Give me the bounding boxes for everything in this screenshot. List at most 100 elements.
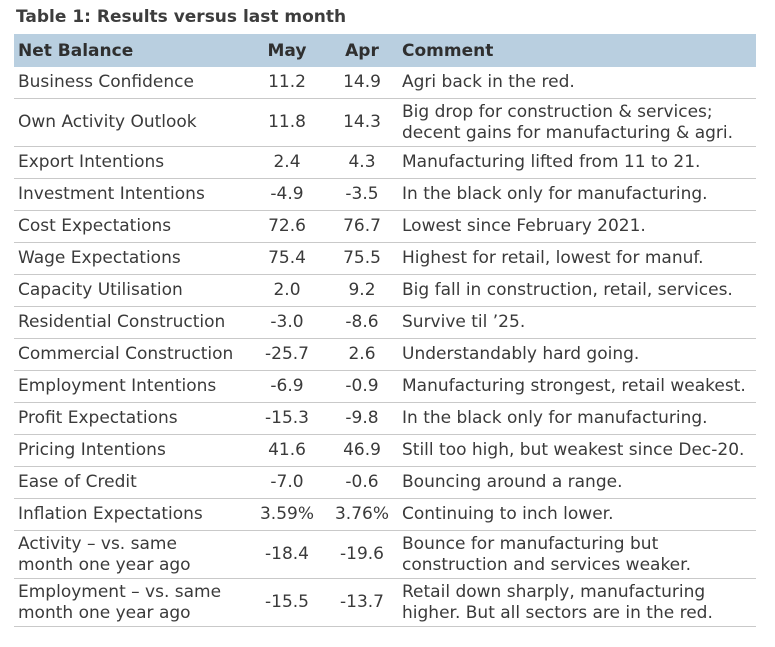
- comment-line: decent gains for manufacturing & agri.: [402, 122, 734, 143]
- row-label: Residential Construction: [14, 306, 250, 339]
- apr-value: -0.9: [324, 370, 400, 403]
- comment-line: Lowest since February 2021.: [402, 216, 646, 236]
- comment-line: Continuing to inch lower.: [402, 504, 614, 524]
- apr-value: 14.3: [324, 98, 400, 147]
- comment-line: Still too high, but weakest since Dec-20…: [402, 440, 745, 460]
- apr-value: 76.7: [324, 210, 400, 243]
- row-label-line: Business Confidence: [18, 72, 194, 92]
- row-label-line: Ease of Credit: [18, 472, 137, 492]
- row-label: Export Intentions: [14, 146, 250, 179]
- comment-line: Big drop for construction & services;: [402, 101, 713, 122]
- row-label-line: month one year ago: [18, 602, 191, 623]
- may-value: 3.59%: [250, 498, 324, 531]
- comment-line: construction and services weaker.: [402, 554, 691, 575]
- comment-line: In the black only for manufacturing.: [402, 408, 708, 428]
- results-table: Net Balance May Apr Comment Business Con…: [14, 34, 756, 627]
- table-row: Employment Intentions -6.9 -0.9 Manufacturi…: [14, 370, 756, 403]
- may-value: 2.0: [250, 274, 324, 307]
- comment: Bounce for manufacturing but construction…: [400, 530, 756, 579]
- may-value: -6.9: [250, 370, 324, 403]
- table-body: Business Confidence 11.2 14.9 Agri back in …: [14, 67, 756, 627]
- row-label-line: Wage Expectations: [18, 248, 181, 268]
- comment-line: Survive til ’25.: [402, 312, 526, 332]
- table-row: Investment Intentions -4.9 -3.5 In the blac…: [14, 178, 756, 211]
- header-comment: Comment: [400, 34, 756, 67]
- may-value: 11.8: [250, 98, 324, 147]
- row-label-line: Residential Construction: [18, 312, 226, 332]
- table-title: Table 1: Results versus last month: [16, 7, 347, 27]
- comment-line: In the black only for manufacturing.: [402, 184, 708, 204]
- row-label: Wage Expectations: [14, 242, 250, 275]
- apr-value: -19.6: [324, 530, 400, 579]
- row-label-line: Investment Intentions: [18, 184, 205, 204]
- comment-line: Understandably hard going.: [402, 344, 640, 364]
- comment: Big drop for construction & services; dec…: [400, 98, 756, 147]
- comment: Understandably hard going.: [400, 338, 756, 371]
- may-value: 75.4: [250, 242, 324, 275]
- comment: Retail down sharply, manufacturing higher…: [400, 578, 756, 627]
- comment: Lowest since February 2021.: [400, 210, 756, 243]
- row-label: Employment Intentions: [14, 370, 250, 403]
- table-row: Export Intentions 2.4 4.3 Manufacturing lif…: [14, 146, 756, 179]
- comment: In the black only for manufacturing.: [400, 402, 756, 435]
- table-row: Profit Expectations -15.3 -9.8 In the black…: [14, 402, 756, 435]
- row-label-line: Commercial Construction: [18, 344, 234, 364]
- apr-value: -3.5: [324, 178, 400, 211]
- comment-line: Manufacturing strongest, retail weakest.: [402, 376, 746, 396]
- apr-value: 75.5: [324, 242, 400, 275]
- may-value: -15.5: [250, 578, 324, 627]
- table-row: Inflation Expectations 3.59% 3.76% Continui…: [14, 498, 756, 531]
- apr-value: 4.3: [324, 146, 400, 179]
- table-row: Cost Expectations 72.6 76.7 Lowest since Fe…: [14, 210, 756, 243]
- may-value: -18.4: [250, 530, 324, 579]
- table-row: Pricing Intentions 41.6 46.9 Still too high…: [14, 434, 756, 467]
- comment-line: Big fall in construction, retail, servic…: [402, 280, 733, 300]
- apr-value: 9.2: [324, 274, 400, 307]
- header-may: May: [250, 34, 324, 67]
- apr-value: -13.7: [324, 578, 400, 627]
- row-label-line: Employment Intentions: [18, 376, 217, 396]
- table-row: Wage Expectations 75.4 75.5 Highest for ret…: [14, 242, 756, 275]
- row-label-line: Employment – vs. same: [18, 581, 222, 602]
- header-apr: Apr: [324, 34, 400, 67]
- comment-line: higher. But all sectors are in the red.: [402, 602, 713, 623]
- row-label: Own Activity Outlook: [14, 98, 250, 147]
- apr-value: 14.9: [324, 67, 400, 99]
- row-label-line: Pricing Intentions: [18, 440, 166, 460]
- apr-value: -9.8: [324, 402, 400, 435]
- comment: Still too high, but weakest since Dec-20…: [400, 434, 756, 467]
- row-label-line: Export Intentions: [18, 152, 165, 172]
- table-row: Commercial Construction -25.7 2.6 Understan…: [14, 338, 756, 371]
- comment-line: Bounce for manufacturing but: [402, 533, 659, 554]
- row-label: Profit Expectations: [14, 402, 250, 435]
- comment-line: Retail down sharply, manufacturing: [402, 581, 706, 602]
- may-value: -15.3: [250, 402, 324, 435]
- comment: Highest for retail, lowest for manuf.: [400, 242, 756, 275]
- apr-value: -0.6: [324, 466, 400, 499]
- table-row: Residential Construction -3.0 -8.6 Survive …: [14, 306, 756, 339]
- may-value: -3.0: [250, 306, 324, 339]
- comment: In the black only for manufacturing.: [400, 178, 756, 211]
- table-row: Business Confidence 11.2 14.9 Agri back in …: [14, 67, 756, 99]
- row-label: Investment Intentions: [14, 178, 250, 211]
- row-label: Cost Expectations: [14, 210, 250, 243]
- apr-value: 3.76%: [324, 498, 400, 531]
- comment: Bouncing around a range.: [400, 466, 756, 499]
- table-row: Employment – vs. same month one year ago -…: [14, 578, 756, 627]
- row-label: Ease of Credit: [14, 466, 250, 499]
- comment-line: Agri back in the red.: [402, 72, 575, 92]
- table-row: Activity – vs. same month one year ago -18…: [14, 530, 756, 579]
- row-label: Activity – vs. same month one year ago: [14, 530, 250, 579]
- table-row: Capacity Utilisation 2.0 9.2 Big fall in co…: [14, 274, 756, 307]
- row-label-line: Profit Expectations: [18, 408, 178, 428]
- table-row: Own Activity Outlook 11.8 14.3 Big drop for…: [14, 98, 756, 147]
- row-label-line: Capacity Utilisation: [18, 280, 183, 300]
- row-label-line: Own Activity Outlook: [18, 112, 197, 132]
- row-label: Business Confidence: [14, 67, 250, 99]
- comment-line: Manufacturing lifted from 11 to 21.: [402, 152, 701, 172]
- comment: Manufacturing lifted from 11 to 21.: [400, 146, 756, 179]
- comment-line: Highest for retail, lowest for manuf.: [402, 248, 704, 268]
- row-label: Employment – vs. same month one year ago: [14, 578, 250, 627]
- may-value: 11.2: [250, 67, 324, 99]
- comment: Continuing to inch lower.: [400, 498, 756, 531]
